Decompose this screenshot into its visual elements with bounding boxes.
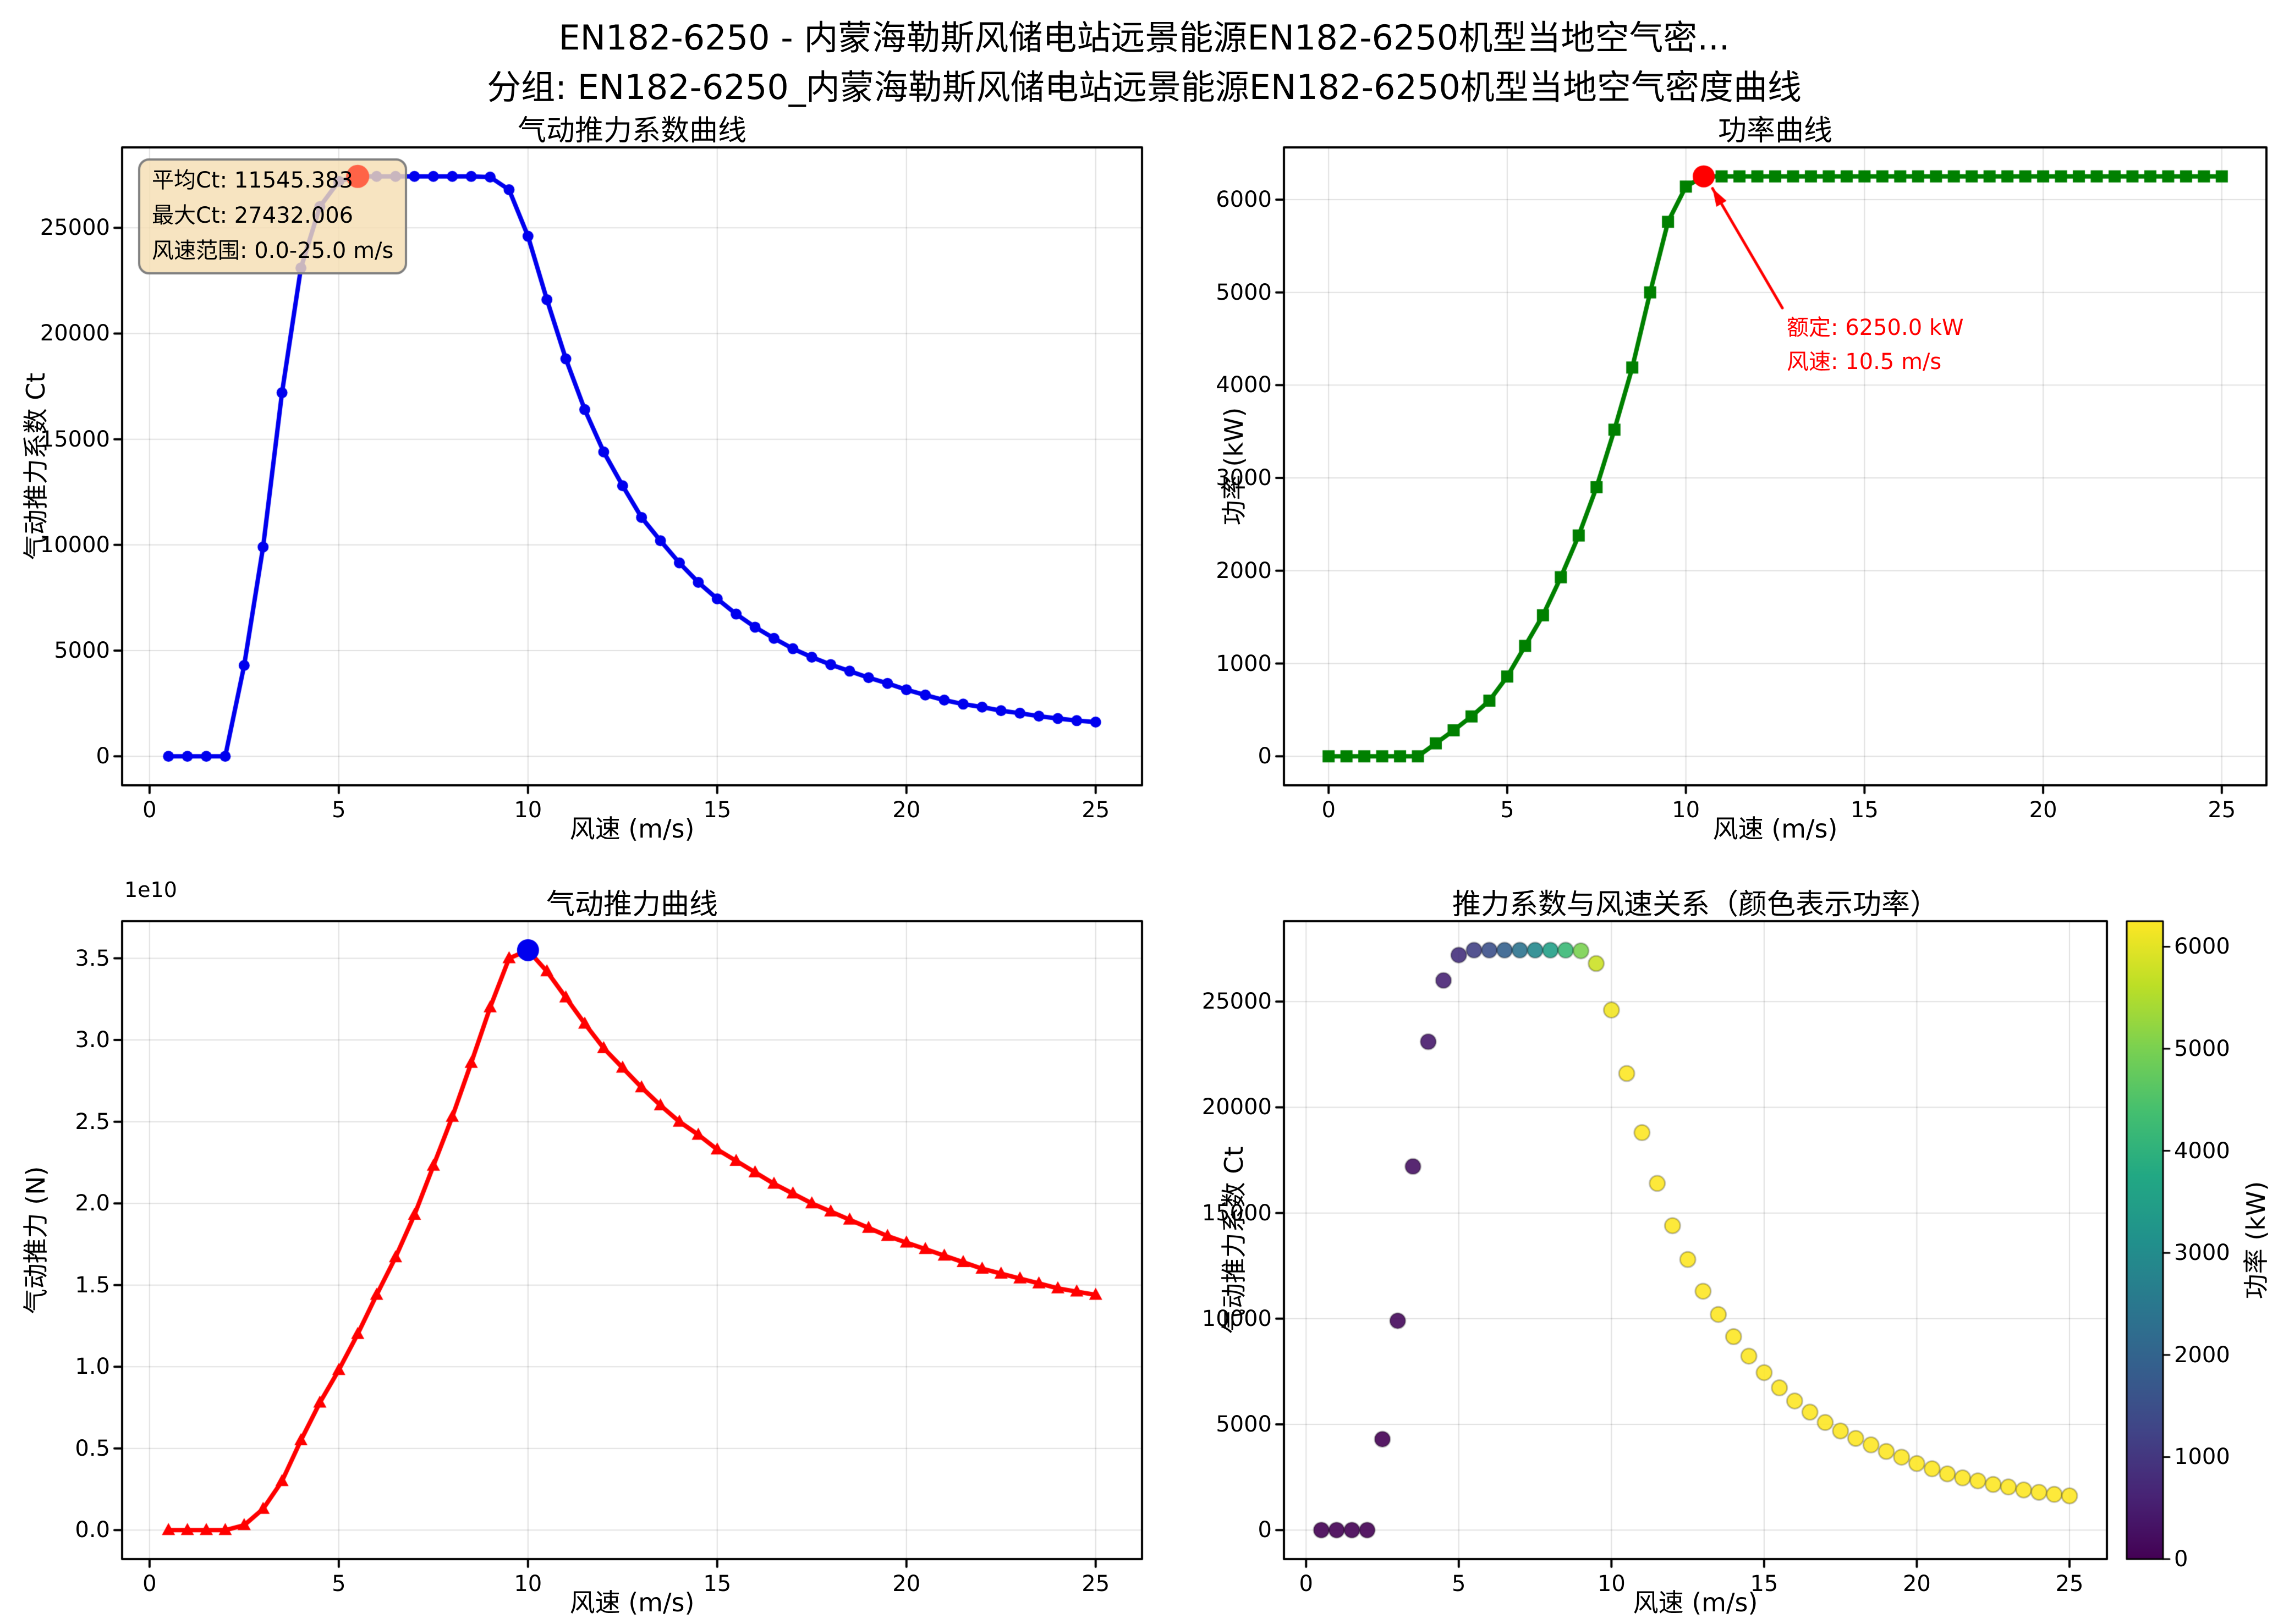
bl-xtick-10: 10 <box>514 1571 542 1597</box>
tl-ytick-5000: 5000 <box>54 638 110 664</box>
thrust-ylabel: 气动推力 (N) <box>21 1166 51 1314</box>
bl-xtick-0: 0 <box>142 1571 157 1597</box>
colorbar-tick-2000: 2000 <box>2174 1342 2230 1368</box>
tr-xtick-15: 15 <box>1850 797 1879 823</box>
br-ytick-5000: 5000 <box>1216 1412 1272 1438</box>
colorbar-tick-5000: 5000 <box>2174 1036 2230 1061</box>
bl-ytick-2.5: 2.5 <box>75 1109 110 1135</box>
tl-ytick-20000: 20000 <box>40 321 110 346</box>
tl-xtick-0: 0 <box>142 797 157 823</box>
power-xlabel: 风速 (m/s) <box>1712 814 1838 844</box>
figure-suptitle-line1: EN182-6250 - 内蒙海勒斯风储电站远景能源EN182-6250机型当地… <box>558 18 1730 58</box>
bl-xtick-25: 25 <box>1082 1571 1110 1597</box>
thrust-curve-title: 气动推力曲线 <box>546 888 718 921</box>
tr-ytick-0: 0 <box>1258 744 1272 769</box>
bl-ytick-1.0: 1.0 <box>75 1354 110 1380</box>
bl-ytick-0.0: 0.0 <box>75 1517 110 1543</box>
ct-xlabel: 风速 (m/s) <box>569 814 695 844</box>
tr-ytick-1000: 1000 <box>1216 651 1272 676</box>
tr-xtick-20: 20 <box>2029 797 2057 823</box>
thrust-xlabel: 风速 (m/s) <box>569 1588 695 1617</box>
ct-scatter-title: 推力系数与风速关系（颜色表示功率） <box>1452 888 1939 921</box>
tr-xtick-25: 25 <box>2208 797 2236 823</box>
br-ytick-25000: 25000 <box>1201 989 1272 1015</box>
ct-stats-mean: 平均Ct: 11545.383 <box>152 168 354 193</box>
tl-xtick-20: 20 <box>892 797 921 823</box>
scatter-xlabel: 风速 (m/s) <box>1633 1588 1758 1617</box>
bl-xtick-15: 15 <box>703 1571 732 1597</box>
tl-ytick-25000: 25000 <box>40 215 110 241</box>
colorbar-tick-3000: 3000 <box>2174 1240 2230 1266</box>
ct-stats-range: 风速范围: 0.0-25.0 m/s <box>152 238 394 263</box>
bl-ytick-3.0: 3.0 <box>75 1027 110 1053</box>
tr-ytick-5000: 5000 <box>1216 279 1272 305</box>
colorbar-tick-6000: 6000 <box>2174 934 2230 960</box>
bl-xtick-20: 20 <box>892 1571 921 1597</box>
br-xtick-0: 0 <box>1299 1571 1313 1597</box>
br-xtick-15: 15 <box>1750 1571 1778 1597</box>
br-ytick-10000: 10000 <box>1201 1306 1272 1331</box>
thrust-axis-offset-label: 1e10 <box>124 878 177 902</box>
figure-suptitle-line2: 分组: EN182-6250_内蒙海勒斯风储电站远景能源EN182-6250机型… <box>487 67 1802 107</box>
tr-xtick-5: 5 <box>1500 797 1514 823</box>
br-xtick-25: 25 <box>2055 1571 2084 1597</box>
br-xtick-10: 10 <box>1597 1571 1626 1597</box>
br-ytick-15000: 15000 <box>1201 1200 1272 1226</box>
bl-ytick-1.5: 1.5 <box>75 1272 110 1298</box>
br-xtick-20: 20 <box>1902 1571 1931 1597</box>
tl-xtick-10: 10 <box>514 797 542 823</box>
tl-xtick-15: 15 <box>703 797 732 823</box>
tl-xtick-5: 5 <box>332 797 346 823</box>
bl-xtick-5: 5 <box>332 1571 346 1597</box>
tr-ytick-2000: 2000 <box>1216 558 1272 583</box>
bl-ytick-3.5: 3.5 <box>75 945 110 971</box>
colorbar-tick-4000: 4000 <box>2174 1138 2230 1164</box>
ct-stats-max: 最大Ct: 27432.006 <box>152 203 354 228</box>
tl-ytick-0: 0 <box>96 744 110 769</box>
br-xtick-5: 5 <box>1452 1571 1466 1597</box>
colorbar-tick-1000: 1000 <box>2174 1444 2230 1470</box>
tr-ytick-4000: 4000 <box>1216 372 1272 398</box>
bl-ytick-2.0: 2.0 <box>75 1191 110 1216</box>
bl-ytick-0.5: 0.5 <box>75 1435 110 1461</box>
tl-ytick-10000: 10000 <box>40 532 110 558</box>
br-ytick-0: 0 <box>1258 1517 1272 1543</box>
tr-xtick-0: 0 <box>1321 797 1336 823</box>
tl-ytick-15000: 15000 <box>40 426 110 452</box>
rated-power-annotation-line1: 额定: 6250.0 kW <box>1787 315 1964 340</box>
colorbar-tick-0: 0 <box>2174 1546 2188 1572</box>
br-ytick-20000: 20000 <box>1201 1094 1272 1120</box>
tr-xtick-10: 10 <box>1672 797 1700 823</box>
ct-curve-title: 气动推力系数曲线 <box>517 114 747 147</box>
power-curve-title: 功率曲线 <box>1717 114 1833 147</box>
tr-ytick-6000: 6000 <box>1216 186 1272 212</box>
tr-ytick-3000: 3000 <box>1216 465 1272 491</box>
rated-power-annotation-line2: 风速: 10.5 m/s <box>1787 349 1942 375</box>
tl-xtick-25: 25 <box>1082 797 1110 823</box>
colorbar-label: 功率 (kW) <box>2241 1181 2271 1300</box>
